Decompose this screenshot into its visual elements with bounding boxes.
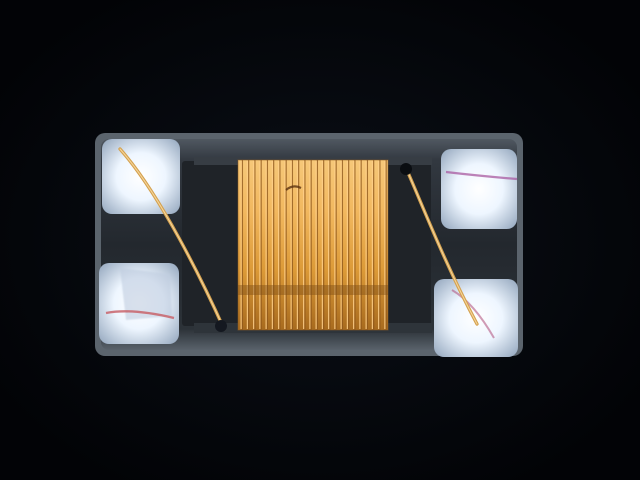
- terminal-pad-top-right: [441, 149, 517, 229]
- lead-wire-right-shine: [405, 167, 478, 325]
- coil-turns: [240, 160, 387, 330]
- coil-base: [238, 160, 388, 330]
- coil-dark-mark: [285, 185, 302, 191]
- coil-outline: [237, 159, 389, 331]
- pad-solder-trace: [445, 170, 518, 181]
- right-terminals: [434, 149, 518, 357]
- pad-solder-trace: [105, 310, 175, 320]
- copper-coil: [237, 159, 389, 331]
- smd-inductor: [95, 133, 523, 357]
- pad-solder-trace: [451, 289, 495, 339]
- pad-shade: [120, 268, 172, 320]
- lead-wires: [118, 147, 479, 332]
- wire-entry: [215, 320, 227, 332]
- wire-entry: [400, 163, 412, 175]
- lead-wire-left-shine: [119, 148, 225, 330]
- terminal-pad-bottom-right: [434, 279, 518, 357]
- coil-shadow-band: [238, 285, 388, 295]
